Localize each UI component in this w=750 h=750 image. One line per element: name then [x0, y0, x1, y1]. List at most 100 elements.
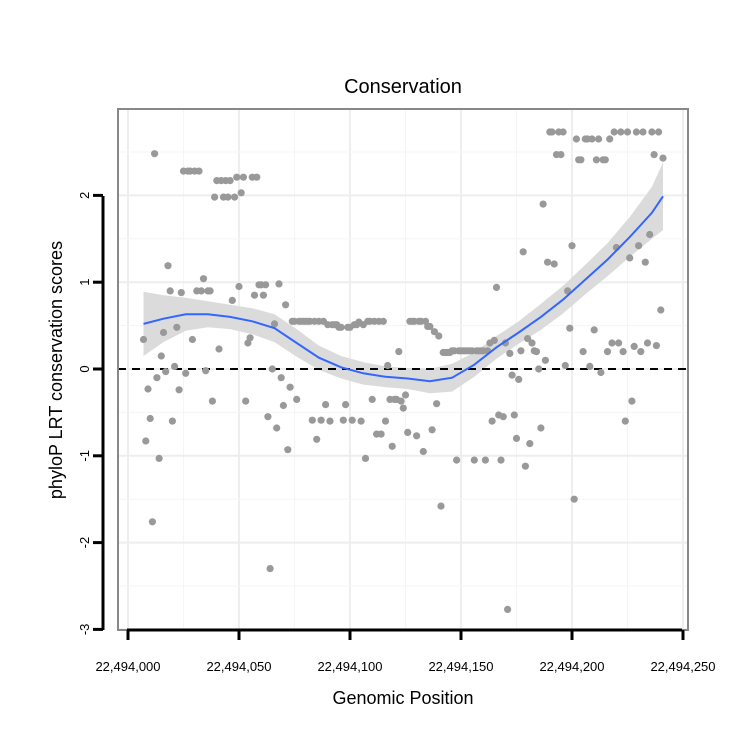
data-point — [492, 283, 501, 291]
y-tick-label: -3 — [77, 624, 92, 636]
data-point — [413, 432, 421, 440]
data-point — [579, 348, 587, 356]
data-point — [275, 280, 283, 288]
data-point — [211, 193, 219, 201]
data-point — [262, 281, 270, 289]
data-point — [524, 335, 532, 343]
data-point — [173, 323, 181, 331]
data-point — [435, 332, 443, 340]
data-point — [506, 349, 514, 357]
data-point — [577, 156, 585, 164]
data-point — [313, 435, 321, 443]
data-point — [610, 128, 618, 136]
data-point — [430, 328, 438, 336]
data-point — [264, 413, 272, 421]
data-point — [537, 424, 545, 432]
data-point — [657, 306, 665, 314]
data-point — [646, 230, 654, 239]
data-point — [395, 348, 403, 356]
data-point — [510, 411, 518, 419]
data-point — [632, 128, 641, 136]
data-point — [253, 173, 261, 181]
data-point — [566, 324, 574, 332]
data-point — [155, 454, 163, 462]
data-point — [231, 193, 239, 201]
data-point — [617, 128, 625, 136]
data-point — [419, 447, 427, 456]
data-point — [619, 348, 627, 356]
x-tick-label: 22,494,000 — [95, 659, 160, 674]
x-axis-title: Genomic Position — [332, 688, 473, 708]
data-point — [146, 414, 154, 423]
data-point — [195, 167, 203, 175]
x-tick-label: 22,494,050 — [206, 659, 271, 674]
data-point — [643, 339, 652, 347]
data-point — [608, 339, 616, 347]
data-point — [519, 248, 527, 256]
data-point — [497, 456, 505, 464]
x-tick-label: 22,494,200 — [539, 659, 604, 674]
data-point — [517, 347, 525, 355]
data-point — [615, 339, 623, 347]
data-point — [621, 417, 629, 425]
data-point — [639, 128, 647, 136]
data-point — [572, 135, 581, 143]
data-point — [550, 260, 558, 268]
data-point — [317, 416, 325, 424]
data-point — [470, 456, 478, 464]
data-point — [270, 320, 279, 328]
data-point — [437, 502, 445, 510]
data-point — [342, 401, 350, 409]
data-point — [379, 317, 387, 325]
data-point — [626, 254, 634, 262]
data-point — [361, 454, 370, 462]
data-point — [659, 154, 667, 162]
data-point — [535, 365, 543, 373]
data-point — [637, 348, 645, 356]
data-point — [273, 424, 281, 432]
data-point — [202, 367, 210, 375]
confidence-band-layer — [143, 162, 663, 394]
data-point — [588, 135, 596, 143]
data-point — [568, 242, 576, 250]
data-point — [401, 391, 410, 399]
data-point — [397, 397, 405, 405]
data-point — [235, 282, 243, 291]
data-point — [655, 128, 663, 136]
data-point — [515, 375, 523, 383]
data-point — [544, 258, 552, 266]
y-tick-label: -2 — [77, 537, 92, 549]
data-point — [246, 334, 254, 342]
smooth-line — [143, 195, 664, 383]
data-point — [326, 417, 334, 425]
y-axis-ticks: -3 -2 -1 0 1 2 — [77, 192, 103, 635]
data-point — [239, 173, 247, 181]
data-point — [512, 434, 521, 442]
data-point — [151, 150, 159, 158]
data-point — [521, 462, 530, 470]
data-point — [237, 189, 245, 197]
data-point — [284, 446, 292, 454]
data-point — [357, 417, 365, 425]
data-point — [153, 374, 161, 382]
y-tick-label: 2 — [77, 192, 92, 199]
data-point — [197, 287, 205, 295]
data-point — [481, 456, 489, 464]
data-point — [339, 416, 347, 424]
data-point — [650, 151, 658, 159]
data-point — [384, 361, 392, 370]
data-point — [648, 128, 656, 136]
data-point — [168, 417, 176, 425]
data-point — [597, 368, 605, 377]
data-point — [561, 361, 569, 370]
data-point — [282, 301, 290, 309]
data-point — [206, 287, 214, 295]
data-point — [224, 193, 232, 201]
y-axis-title: phyloP LRT conservation scores — [46, 241, 66, 499]
data-point — [381, 417, 390, 425]
data-point — [142, 437, 150, 445]
data-point — [630, 342, 638, 350]
data-point — [606, 135, 614, 143]
data-point — [233, 173, 241, 181]
data-point — [208, 397, 216, 405]
